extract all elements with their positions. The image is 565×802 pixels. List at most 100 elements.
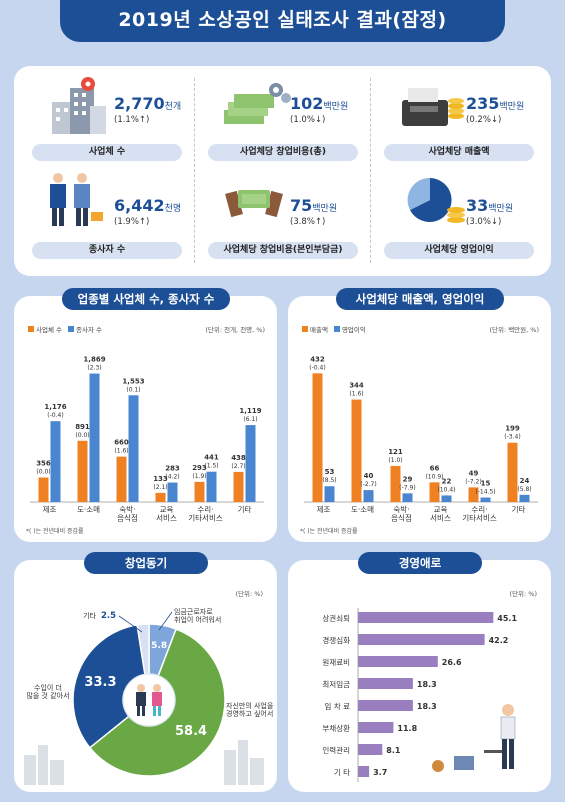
panel-title: 창업동기 bbox=[84, 552, 208, 574]
page-title: 2019년 소상공인 실태조사 결과(잠정) bbox=[60, 0, 505, 42]
stat-value: 2,770 bbox=[114, 94, 165, 113]
change-label: (-0.4) bbox=[309, 364, 325, 371]
category-label: 제조 bbox=[43, 505, 57, 514]
stat-change: (0.2%↓) bbox=[466, 115, 502, 125]
data-label: 24 bbox=[520, 477, 530, 485]
unit-label: (단위: 천개, 천명, %) bbox=[205, 326, 265, 334]
change-label: (4.2) bbox=[165, 474, 179, 481]
data-label: 283 bbox=[165, 465, 180, 473]
category-label: 기타 bbox=[238, 505, 252, 514]
data-label: 22 bbox=[442, 477, 452, 485]
bar-series2 bbox=[50, 421, 61, 502]
people-icon bbox=[136, 684, 162, 716]
data-label: 15 bbox=[481, 480, 491, 488]
legend-label: 영업이익 bbox=[341, 326, 366, 334]
stat-value: 102 bbox=[290, 94, 324, 113]
bar-series2 bbox=[363, 490, 374, 502]
change-label: (-7.2) bbox=[465, 478, 481, 485]
data-label: 1,869 bbox=[83, 356, 105, 364]
change-label: (2.1) bbox=[153, 484, 167, 491]
change-label: (-3.4) bbox=[504, 434, 520, 441]
change-label: (-14.5) bbox=[475, 489, 495, 496]
footnote: *( )는 전년대비 증감률 bbox=[300, 528, 358, 535]
slice-label: 수입이 더 많을 것 같아서 bbox=[26, 683, 69, 700]
bar bbox=[358, 722, 394, 733]
bar-series1 bbox=[38, 477, 49, 502]
data-label: 42.2 bbox=[489, 636, 509, 645]
data-label: 1,119 bbox=[239, 407, 261, 415]
category-label: 숙박· 음식점 bbox=[391, 504, 412, 523]
change-label: (0.0) bbox=[75, 432, 89, 439]
stat-businesses: 2,770천개 (1.1%↑) bbox=[114, 94, 181, 125]
label-sales: 사업체당 매출액 bbox=[384, 144, 534, 161]
category-label: 원재료비 bbox=[322, 658, 350, 667]
change-label: (8.5) bbox=[322, 477, 336, 484]
change-label: (10.4) bbox=[437, 486, 455, 493]
stat-change: (3.0%↓) bbox=[466, 217, 502, 227]
bar-series1 bbox=[116, 456, 127, 502]
bar-series1 bbox=[351, 399, 362, 502]
change-label: (1.9) bbox=[192, 473, 206, 480]
label-own-cost: 사업체당 창업비용(본인부담금) bbox=[208, 242, 358, 259]
stat-unit: 백만원 bbox=[312, 204, 338, 214]
bar-series1 bbox=[155, 492, 166, 502]
data-label: 121 bbox=[388, 448, 403, 456]
stat-value: 33 bbox=[466, 196, 489, 215]
data-label: 438 bbox=[231, 454, 246, 462]
category-label: 임 차 료 bbox=[325, 702, 351, 711]
slice-label: 자신만의 사업을 경영하고 싶어서 bbox=[226, 701, 274, 718]
change-label: (1.0) bbox=[388, 457, 402, 464]
bar-series1 bbox=[312, 373, 323, 502]
change-label: (-7.9) bbox=[399, 484, 415, 491]
change-label: (0.0) bbox=[36, 469, 50, 476]
change-label: (10.9) bbox=[425, 473, 443, 480]
stat-own-cost: 75백만원 (3.8%↑) bbox=[290, 196, 337, 227]
unit-label: (단위: %) bbox=[509, 590, 537, 598]
leader-line bbox=[118, 615, 143, 633]
bar-series2 bbox=[245, 425, 256, 502]
panel-title: 경영애로 bbox=[358, 552, 482, 574]
slice-label: 임금근로자로 취업이 어려워서 bbox=[174, 607, 221, 624]
bar bbox=[358, 634, 485, 645]
bar-series2 bbox=[324, 486, 335, 502]
stat-value: 235 bbox=[466, 94, 500, 113]
data-label: 356 bbox=[36, 460, 51, 468]
stat-unit: 백만원 bbox=[323, 102, 349, 112]
data-label: 1,553 bbox=[122, 377, 144, 385]
slice-label: 기타 bbox=[83, 611, 96, 620]
donut-center bbox=[122, 673, 176, 727]
slice-value: 33.3 bbox=[84, 675, 116, 690]
data-label: 3.7 bbox=[373, 768, 387, 777]
person-laptop-icon bbox=[432, 704, 516, 772]
data-label: 891 bbox=[75, 423, 90, 431]
stat-change: (1.9%↑) bbox=[114, 217, 150, 227]
data-label: 1,176 bbox=[44, 403, 66, 411]
money-stack-icon bbox=[224, 83, 291, 124]
category-label: 수리· 기타서비스 bbox=[188, 505, 223, 523]
category-label: 도·소매 bbox=[351, 505, 374, 514]
bar-series1 bbox=[390, 465, 401, 502]
industry-chart: 356(0.0)1,176(-0.4)제조891(0.0)1,869(2.3)도… bbox=[30, 356, 264, 523]
chart-legend: 사업체 수 종사자 수 bbox=[28, 324, 102, 334]
hands-money-icon bbox=[225, 190, 283, 218]
stat-profit: 33백만원 (3.0%↓) bbox=[466, 196, 513, 227]
bar-series2 bbox=[402, 493, 413, 502]
motive-chart: 58.4 33.3 5.8 자신만의 사업을 경영하고 싶어서 수입이 더 많을 것 같아서… bbox=[24, 607, 274, 785]
change-label: (1.5) bbox=[204, 463, 218, 470]
data-label: 18.3 bbox=[417, 680, 437, 689]
data-label: 29 bbox=[403, 475, 413, 483]
category-label: 기 타 bbox=[334, 768, 350, 777]
change-label: (2.7) bbox=[231, 463, 245, 470]
bar bbox=[358, 656, 438, 667]
stat-startup-cost: 102백만원 (1.0%↓) bbox=[290, 94, 348, 125]
data-label: 660 bbox=[114, 439, 129, 447]
category-label: 부채상환 bbox=[322, 723, 350, 733]
stat-workers: 6,442천명 (1.9%↑) bbox=[114, 196, 181, 227]
bar-series1 bbox=[507, 442, 518, 502]
label-profit: 사업체당 영업이익 bbox=[384, 242, 534, 259]
stat-unit: 천명 bbox=[164, 204, 182, 214]
bar-series2 bbox=[206, 471, 217, 502]
sales-panel: 사업체당 매출액, 영업이익 매출액 영업이익 (단위: 백만원, %) 432… bbox=[288, 288, 551, 542]
bar-series1 bbox=[77, 440, 88, 502]
label-businesses: 사업체 수 bbox=[32, 144, 182, 161]
